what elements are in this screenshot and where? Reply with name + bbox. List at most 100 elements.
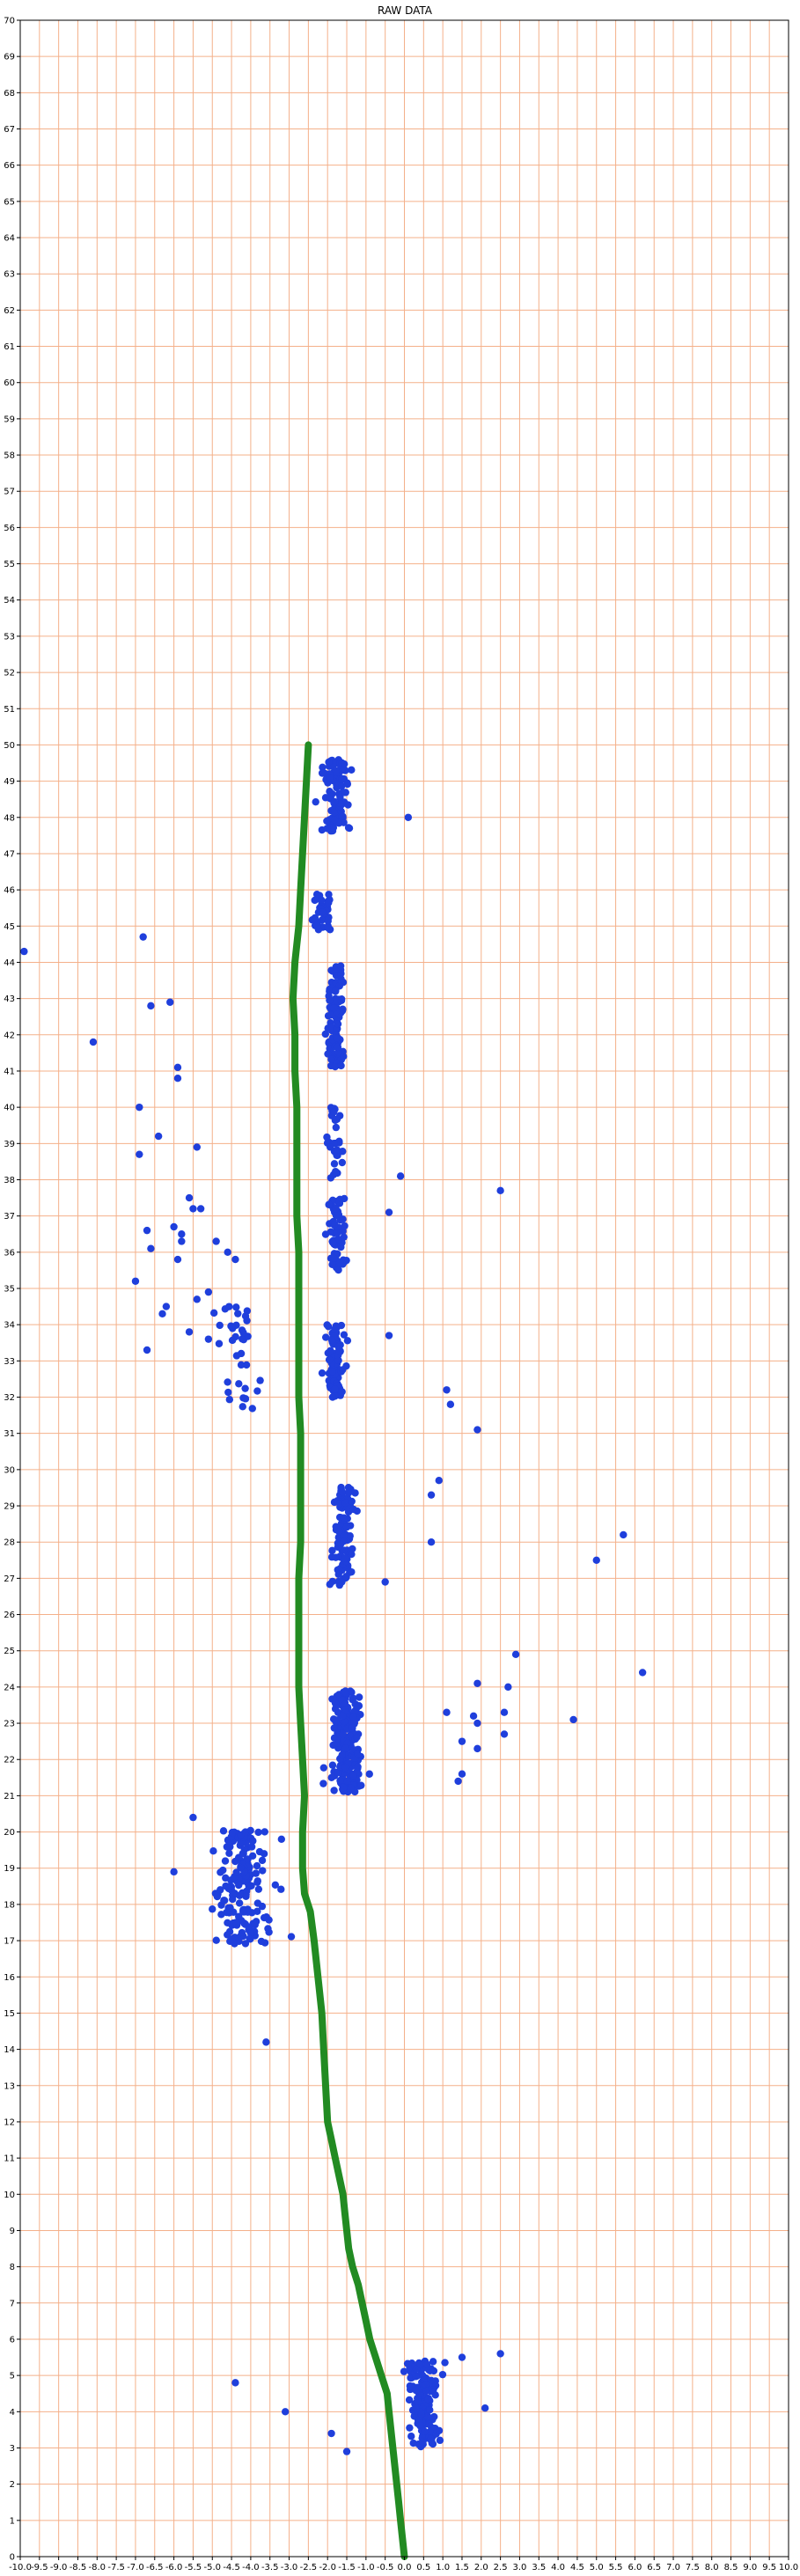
x-tick-label: 3.5 (532, 2563, 546, 2572)
data-point (429, 2440, 437, 2448)
data-point (225, 1303, 233, 1310)
y-tick-label: 28 (4, 1538, 15, 1548)
data-point (354, 1750, 362, 1758)
data-point (247, 1882, 255, 1890)
data-point (136, 1103, 143, 1112)
data-point (173, 1255, 182, 1264)
data-point (500, 1708, 509, 1716)
data-point (443, 1708, 451, 1716)
x-tick-label: -1.5 (338, 2563, 356, 2572)
data-point (257, 1937, 266, 1946)
data-point (469, 1712, 478, 1721)
data-point (328, 1260, 336, 1268)
data-point (166, 998, 174, 1006)
y-tick-label: 31 (4, 1429, 15, 1439)
data-point (224, 1388, 232, 1397)
y-tick-label: 46 (4, 886, 15, 896)
y-tick-label: 57 (4, 488, 15, 497)
data-point (404, 813, 413, 821)
y-tick-label: 10 (4, 2191, 15, 2200)
y-tick-label: 41 (4, 1067, 15, 1076)
data-point (243, 1855, 251, 1864)
data-point (260, 1850, 268, 1858)
data-point (569, 1715, 577, 1724)
data-point (196, 1205, 205, 1213)
data-point (344, 824, 353, 832)
data-point (365, 1770, 373, 1778)
data-point (435, 1477, 443, 1485)
data-point (335, 1259, 344, 1266)
data-point (324, 923, 332, 932)
data-point (339, 1005, 347, 1013)
y-tick-label: 21 (4, 1792, 15, 1802)
y-tick-label: 42 (4, 1031, 15, 1040)
data-point (261, 1828, 268, 1836)
x-tick-label: -7.0 (127, 2563, 144, 2572)
x-tick-label: -6.0 (165, 2563, 183, 2572)
data-point (154, 1132, 163, 1141)
y-tick-label: 56 (4, 524, 15, 533)
data-point (235, 1899, 244, 1907)
data-point (335, 1528, 343, 1536)
data-point (381, 1578, 389, 1586)
data-point (331, 1385, 339, 1393)
data-point (417, 2410, 426, 2418)
data-point (325, 899, 333, 906)
data-point (328, 1546, 336, 1555)
data-point (412, 2404, 421, 2413)
data-point (346, 1531, 354, 1540)
data-point (396, 1172, 405, 1180)
data-point (235, 1912, 243, 1920)
data-point (243, 1317, 251, 1325)
data-point (209, 1846, 217, 1855)
data-point (327, 1336, 336, 1345)
y-tick-label: 67 (4, 125, 15, 135)
data-point (458, 1737, 466, 1745)
y-tick-label: 33 (4, 1357, 15, 1367)
data-point (232, 1352, 241, 1360)
data-point (427, 2376, 436, 2385)
data-point (281, 2408, 290, 2416)
data-point (416, 2421, 425, 2429)
y-tick-label: 19 (4, 1864, 15, 1874)
data-point (473, 1679, 481, 1687)
data-point (327, 1055, 335, 1063)
data-point (225, 1849, 233, 1857)
data-point (170, 1222, 178, 1231)
data-point (343, 1337, 352, 1345)
y-tick-label: 60 (4, 378, 15, 388)
data-point (409, 2439, 417, 2448)
y-tick-label: 39 (4, 1140, 15, 1149)
data-point (204, 1335, 213, 1343)
data-point (328, 1761, 337, 1769)
x-tick-label: -4.5 (223, 2563, 240, 2572)
data-point (225, 1396, 234, 1404)
data-point (259, 1867, 267, 1875)
data-point (340, 1053, 348, 1060)
data-point (339, 1366, 347, 1374)
y-tick-label: 6 (10, 2335, 15, 2345)
data-point (341, 1554, 349, 1562)
data-point (438, 2370, 447, 2379)
data-point (334, 1570, 342, 1579)
data-point (185, 1193, 194, 1202)
data-point (324, 1050, 332, 1058)
data-point (217, 1868, 224, 1876)
data-point (332, 1553, 340, 1561)
y-tick-label: 4 (10, 2408, 15, 2418)
data-point (319, 763, 327, 772)
y-tick-label: 12 (4, 2117, 15, 2127)
data-point (419, 2438, 427, 2446)
data-point (430, 2412, 438, 2421)
data-point (321, 1030, 329, 1038)
data-point (323, 1133, 331, 1141)
data-point (319, 908, 327, 916)
y-tick-label: 16 (4, 1973, 15, 1983)
y-tick-label: 9 (10, 2227, 15, 2236)
data-point (239, 1403, 246, 1411)
x-tick-label: 8.5 (724, 2563, 738, 2572)
data-point (406, 2424, 414, 2432)
x-tick-label: 7.0 (666, 2563, 680, 2572)
data-point (414, 2397, 422, 2405)
